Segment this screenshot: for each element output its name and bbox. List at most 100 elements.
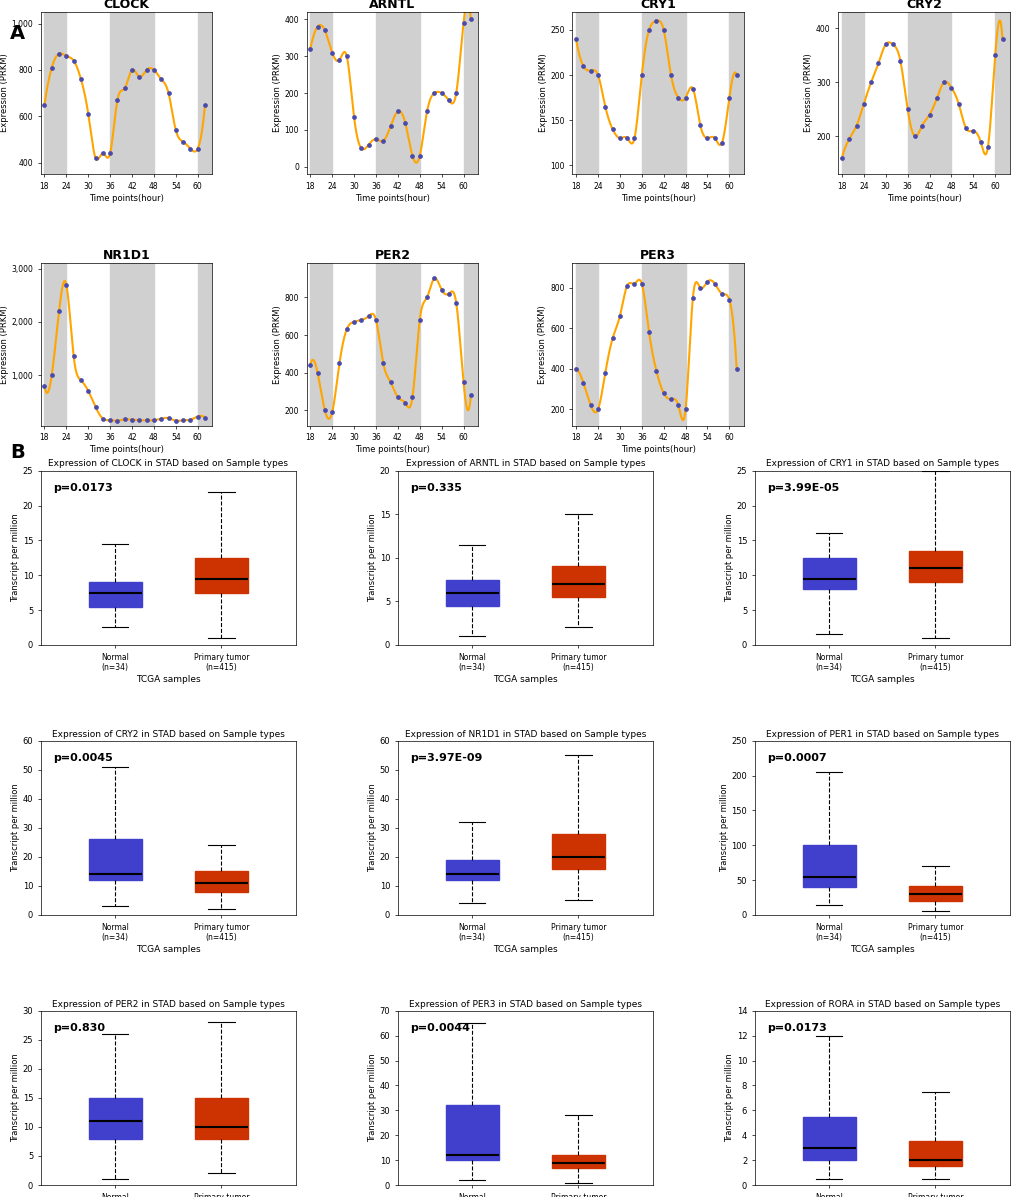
Point: [58, 275, 74, 294]
Point: [720, 291, 737, 310]
Point: [920, 105, 936, 124]
X-axis label: TCGA samples: TCGA samples: [492, 675, 557, 683]
X-axis label: Time points(hour): Time points(hour): [621, 194, 695, 202]
Title: Expression of RORA in STAD based on Sample types: Expression of RORA in STAD based on Samp…: [764, 999, 999, 1009]
Point: [146, 60, 162, 79]
Point: [302, 356, 318, 375]
Point: [913, 116, 929, 135]
Point: [626, 274, 642, 293]
Point: [302, 40, 318, 59]
PathPatch shape: [89, 1098, 142, 1138]
Point: [691, 115, 707, 134]
Bar: [729, 12, 743, 174]
Point: [109, 91, 125, 110]
Point: [317, 401, 333, 420]
Point: [669, 89, 686, 108]
Point: [869, 54, 886, 73]
Text: p=0.0173: p=0.0173: [54, 482, 113, 493]
Bar: [576, 263, 597, 426]
Point: [153, 69, 169, 89]
Point: [123, 411, 140, 430]
PathPatch shape: [445, 859, 498, 880]
Point: [368, 129, 384, 148]
X-axis label: Time points(hour): Time points(hour): [355, 194, 429, 202]
Point: [892, 51, 908, 71]
Bar: [310, 263, 332, 426]
Point: [412, 310, 428, 329]
Point: [95, 144, 111, 163]
Point: [655, 383, 672, 402]
Point: [855, 95, 871, 114]
Point: [611, 306, 628, 326]
Point: [404, 146, 420, 165]
Point: [167, 412, 183, 431]
Bar: [198, 263, 212, 426]
Point: [396, 394, 413, 413]
Point: [454, 13, 471, 32]
PathPatch shape: [89, 839, 142, 880]
Point: [65, 347, 82, 366]
Point: [568, 30, 584, 49]
PathPatch shape: [89, 582, 142, 607]
Point: [102, 411, 118, 430]
Point: [440, 284, 457, 303]
Y-axis label: Expression (PRKM): Expression (PRKM): [803, 54, 812, 133]
Point: [463, 385, 479, 405]
Point: [833, 148, 849, 168]
Point: [338, 320, 355, 339]
Point: [706, 128, 722, 147]
Point: [575, 56, 591, 75]
Point: [454, 372, 471, 391]
Y-axis label: Transcript per million: Transcript per million: [725, 1053, 733, 1142]
Bar: [110, 12, 154, 174]
Point: [728, 359, 744, 378]
Point: [699, 128, 715, 147]
Text: p=0.335: p=0.335: [410, 482, 462, 493]
Point: [440, 91, 457, 110]
Point: [37, 376, 53, 395]
Bar: [463, 263, 478, 426]
PathPatch shape: [802, 558, 855, 589]
Bar: [907, 12, 951, 174]
Y-axis label: Expression (PRKM): Expression (PRKM): [0, 54, 8, 133]
Point: [426, 84, 442, 103]
Point: [197, 95, 213, 114]
Point: [662, 389, 679, 408]
Text: p=0.0173: p=0.0173: [767, 1023, 826, 1033]
Point: [81, 104, 97, 123]
PathPatch shape: [551, 566, 604, 597]
X-axis label: TCGA samples: TCGA samples: [492, 944, 557, 954]
PathPatch shape: [445, 579, 498, 606]
Bar: [463, 12, 478, 174]
Point: [382, 116, 398, 135]
X-axis label: Time points(hour): Time points(hour): [355, 445, 429, 454]
Point: [979, 138, 996, 157]
Point: [943, 78, 959, 97]
PathPatch shape: [195, 871, 248, 892]
Text: p=0.0007: p=0.0007: [767, 753, 826, 762]
Title: Expression of CRY1 in STAD based on Sample types: Expression of CRY1 in STAD based on Samp…: [765, 460, 998, 468]
Point: [706, 274, 722, 293]
Point: [433, 280, 449, 299]
Point: [713, 284, 730, 303]
PathPatch shape: [551, 833, 604, 869]
Point: [691, 278, 707, 297]
Point: [175, 411, 192, 430]
Point: [677, 400, 693, 419]
Point: [353, 139, 369, 158]
Y-axis label: Expression (PRKM): Expression (PRKM): [0, 305, 8, 384]
X-axis label: Time points(hour): Time points(hour): [621, 445, 695, 454]
Bar: [45, 263, 66, 426]
Point: [848, 116, 864, 135]
Point: [655, 20, 672, 40]
Point: [382, 372, 398, 391]
Point: [669, 396, 686, 415]
Point: [419, 287, 435, 306]
Point: [116, 409, 132, 429]
Point: [927, 89, 944, 108]
Point: [589, 66, 605, 85]
Point: [353, 310, 369, 329]
Point: [317, 20, 333, 40]
X-axis label: Time points(hour): Time points(hour): [89, 445, 164, 454]
Y-axis label: Expression (PRKM): Expression (PRKM): [538, 54, 547, 133]
